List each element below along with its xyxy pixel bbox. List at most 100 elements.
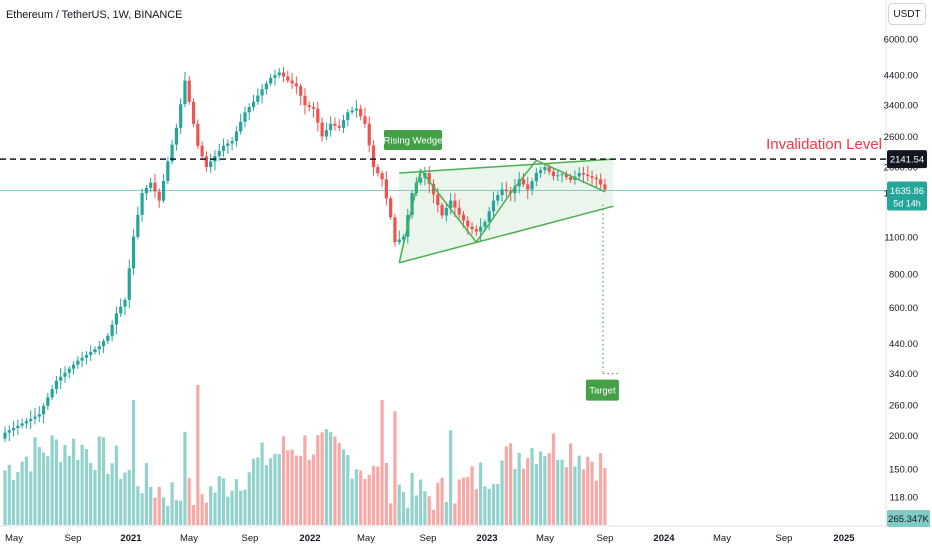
candle-body — [320, 122, 324, 137]
x-tick-label: 2022 — [299, 533, 320, 544]
wedge-lower-line — [399, 205, 614, 264]
volume-bar — [41, 452, 46, 525]
candle-body — [581, 173, 586, 175]
y-tick-label: 1100.00 — [884, 232, 918, 243]
candle-body — [324, 130, 328, 137]
volume-bar — [539, 451, 543, 525]
volume-bar — [500, 460, 504, 525]
volume-bar — [269, 458, 273, 525]
volume-bar — [346, 455, 350, 525]
candle-body — [431, 183, 436, 195]
candle-body — [84, 354, 89, 358]
candle-body — [243, 112, 247, 122]
volume-bar — [149, 487, 153, 525]
candle-body — [547, 167, 551, 172]
volume-bar — [33, 437, 37, 525]
candle-body — [389, 198, 393, 218]
candle-body — [350, 110, 354, 113]
candle-body — [534, 173, 538, 182]
volume-bar — [196, 385, 200, 525]
candle-body — [59, 376, 63, 381]
volume-bar — [260, 442, 264, 525]
candle-body — [286, 76, 290, 81]
candle-body — [80, 357, 84, 361]
volume-bar — [453, 503, 457, 525]
volume-bar — [526, 457, 530, 525]
volume-bar — [329, 432, 333, 525]
x-tick-label: 2025 — [833, 533, 855, 544]
volume-bar — [594, 480, 598, 525]
volume-bar — [97, 436, 101, 525]
candle-body — [200, 145, 204, 157]
volume-bar — [586, 456, 590, 525]
volume-bar — [110, 463, 114, 525]
volume-bar — [24, 456, 29, 525]
volume-bar — [414, 495, 418, 525]
target-label: Target — [589, 386, 616, 397]
countdown-label: 5d 14h — [893, 198, 921, 208]
volume-bar — [337, 442, 341, 525]
candle-body — [179, 104, 183, 128]
volume-bar — [217, 476, 221, 525]
candle-body — [204, 156, 208, 168]
candle-body — [89, 352, 93, 355]
volume-bar — [221, 478, 226, 525]
volume-bar — [213, 492, 217, 525]
candle-body — [114, 313, 119, 325]
candle-body — [33, 416, 37, 419]
volume-bar — [363, 479, 367, 525]
candle-body — [149, 182, 153, 188]
volume-bar — [290, 449, 294, 525]
volume-bar — [569, 443, 573, 525]
invalidation-price-label: 2141.54 — [890, 155, 924, 166]
y-tick-label: 118.00 — [890, 493, 918, 504]
candle-body — [440, 205, 444, 216]
volume-bar — [106, 473, 110, 525]
volume-bar — [513, 468, 517, 525]
volume-bar — [474, 489, 478, 525]
candle-body — [371, 145, 376, 168]
candle-body — [474, 229, 478, 232]
candle-body — [299, 86, 303, 96]
volume-label: 265.347K — [888, 514, 929, 525]
volume-bar — [521, 468, 526, 525]
volume-bar — [436, 482, 440, 525]
candle-body — [3, 432, 7, 439]
volume-bar — [384, 462, 388, 525]
volume-bar — [166, 505, 170, 525]
candle-body — [221, 145, 226, 151]
candle-body — [251, 101, 256, 108]
candle-body — [363, 116, 367, 124]
candle-body — [397, 239, 401, 243]
volume-bar — [564, 467, 568, 525]
candle-body — [436, 194, 440, 206]
candle-body — [119, 306, 123, 314]
candle-body — [11, 428, 16, 431]
x-tick-label: Sep — [65, 533, 82, 544]
candle-body — [166, 161, 170, 181]
volume-bar — [144, 463, 149, 525]
volume-bar — [303, 435, 307, 525]
volume-bar — [354, 469, 358, 525]
volume-bar — [466, 477, 470, 525]
volume-bar — [389, 503, 393, 525]
y-tick-label: 150.00 — [889, 465, 918, 476]
volume-bar — [551, 433, 556, 525]
candle-body — [333, 123, 337, 126]
volume-bar — [496, 483, 500, 525]
currency-button[interactable]: USDT — [888, 3, 926, 25]
last-price-label: 1635.86 — [890, 186, 924, 197]
candle-body — [29, 418, 33, 422]
volume-bar — [3, 470, 7, 525]
volume-bar — [504, 446, 508, 525]
candle-body — [530, 181, 534, 190]
volume-bar — [573, 466, 577, 525]
volume-bar — [187, 477, 191, 525]
candle-body — [401, 236, 406, 240]
candle-body — [110, 324, 114, 336]
candle-body — [37, 414, 41, 417]
candle-body — [466, 220, 470, 227]
candle-body — [500, 189, 504, 196]
candle-body — [359, 108, 363, 117]
